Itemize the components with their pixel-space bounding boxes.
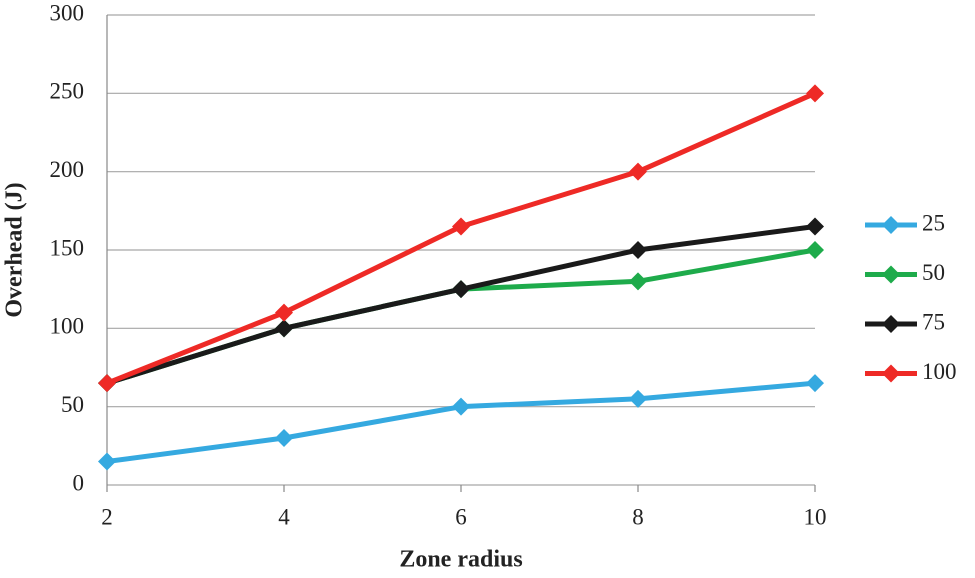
point-marker	[806, 84, 824, 103]
point-marker	[452, 217, 470, 236]
y-tick-label: 50	[61, 392, 84, 417]
point-marker	[629, 241, 647, 259]
y-tick-label: 200	[50, 157, 85, 182]
point-marker	[98, 374, 116, 393]
y-tick-label: 0	[73, 470, 85, 495]
point-marker	[629, 272, 647, 291]
legend-label: 100	[922, 359, 957, 384]
legend-label: 50	[922, 260, 945, 285]
legend-swatch-marker	[882, 265, 900, 284]
legend-label: 75	[922, 309, 945, 334]
point-marker	[806, 217, 824, 236]
point-marker	[452, 397, 470, 416]
x-axis-title: Zone radius	[399, 547, 522, 573]
y-axis-title: Overhead (J)	[2, 182, 28, 317]
point-marker	[275, 429, 293, 447]
point-marker	[806, 374, 824, 393]
legend-swatch-marker	[882, 364, 900, 383]
point-marker	[629, 389, 647, 408]
y-tick-label: 150	[50, 235, 85, 260]
x-tick-label: 10	[804, 504, 827, 529]
y-tick-label: 300	[50, 0, 85, 25]
point-marker	[98, 452, 116, 471]
point-marker	[806, 241, 824, 259]
x-tick-label: 4	[278, 504, 290, 529]
point-marker	[275, 303, 293, 322]
point-marker	[629, 162, 647, 181]
legend-swatch-marker	[882, 315, 900, 333]
legend-label: 25	[922, 210, 945, 235]
y-tick-label: 250	[50, 79, 85, 104]
series-line	[106, 380, 816, 464]
legend-swatch-marker	[882, 216, 900, 234]
point-marker	[452, 280, 470, 299]
point-marker	[275, 319, 293, 338]
series-line	[106, 247, 816, 386]
x-tick-label: 2	[101, 504, 113, 529]
x-tick-label: 8	[632, 504, 644, 529]
x-tick-label: 6	[455, 504, 467, 529]
y-tick-label: 100	[50, 314, 85, 339]
